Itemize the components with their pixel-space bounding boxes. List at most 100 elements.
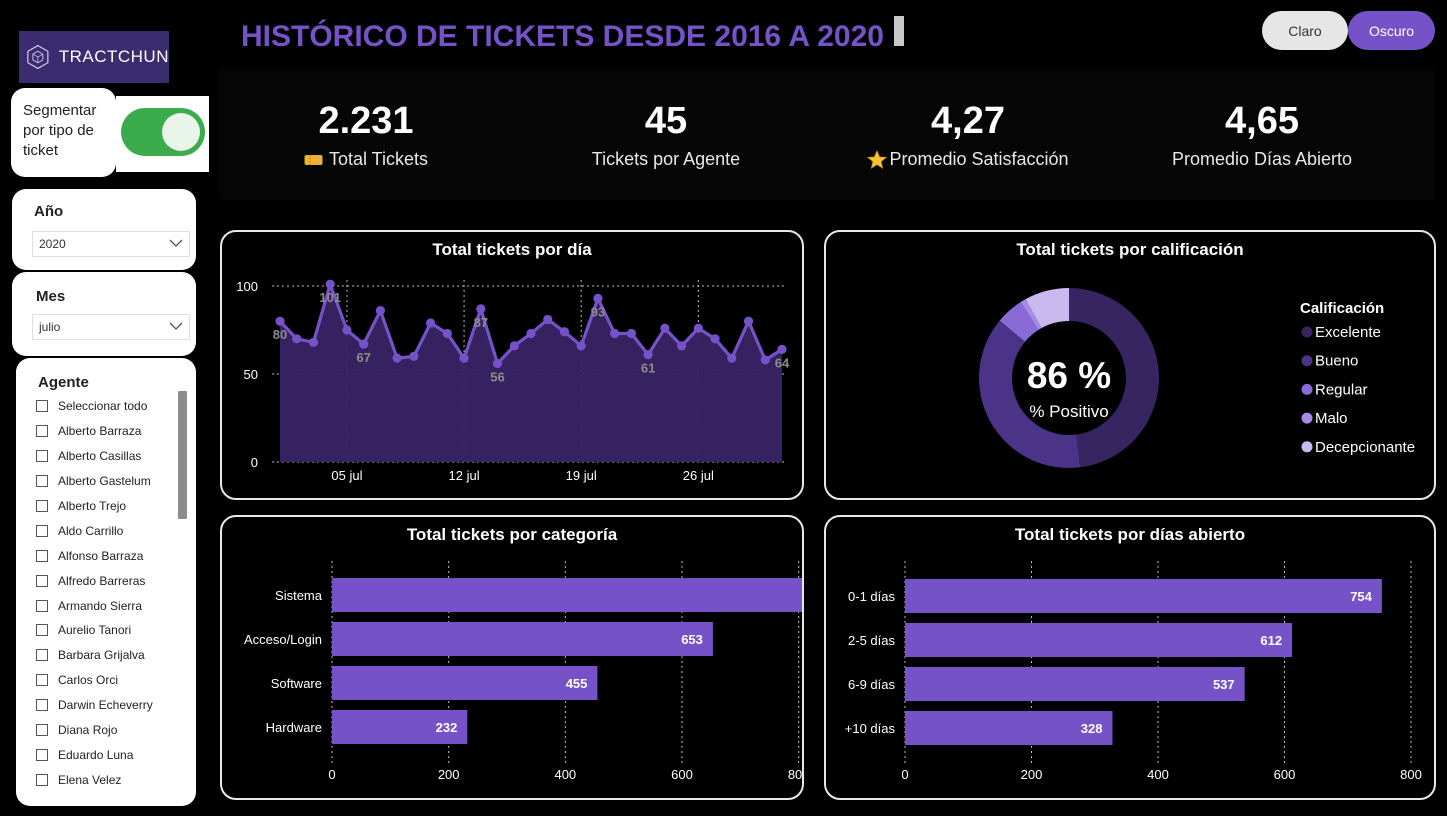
agent-option[interactable]: Aldo Carrillo bbox=[36, 518, 186, 543]
checkbox[interactable] bbox=[36, 699, 48, 712]
agent-option[interactable]: Aurelio Tanori bbox=[36, 618, 186, 643]
data-point bbox=[442, 328, 452, 339]
agent-option[interactable]: Diana Rojo bbox=[36, 718, 186, 743]
bar-value-label: 328 bbox=[1081, 721, 1103, 736]
year-slicer-title: Año bbox=[34, 203, 64, 220]
light-theme-button[interactable]: Claro bbox=[1262, 11, 1348, 50]
donut-slice bbox=[1020, 299, 1042, 330]
data-point bbox=[777, 344, 787, 354]
checkbox[interactable] bbox=[36, 549, 48, 562]
agent-list-scrollbar[interactable] bbox=[178, 391, 187, 519]
checkbox[interactable] bbox=[36, 524, 48, 537]
category-label: Software bbox=[271, 676, 322, 691]
checkbox[interactable] bbox=[36, 649, 48, 662]
agent-option[interactable]: Carlos Orci bbox=[36, 668, 186, 693]
bar bbox=[332, 666, 598, 700]
kpi-value: 45 bbox=[644, 100, 688, 142]
checkbox[interactable] bbox=[36, 425, 48, 438]
bar bbox=[905, 579, 1382, 613]
x-tick-label: 0 bbox=[901, 767, 908, 782]
data-point bbox=[559, 327, 570, 337]
donut-slice bbox=[979, 320, 1081, 468]
data-point bbox=[292, 334, 302, 344]
checkbox[interactable] bbox=[36, 475, 48, 488]
agent-option-label: Aurelio Tanori bbox=[58, 623, 132, 638]
checkbox[interactable] bbox=[36, 400, 48, 413]
agent-option-label: Darwin Echeverry bbox=[58, 698, 153, 713]
data-label: 64 bbox=[775, 355, 790, 370]
checkbox[interactable] bbox=[36, 773, 48, 786]
x-tick-label: 12 jul bbox=[449, 468, 480, 483]
data-point bbox=[727, 353, 737, 363]
rating-donut-chart: 86 % % Positivo Calificación Excelente Bueno… bbox=[979, 288, 1415, 468]
data-point bbox=[626, 328, 636, 339]
category-label: Sistema bbox=[275, 588, 323, 603]
ticket-icon bbox=[304, 154, 323, 165]
agent-option[interactable]: Barbara Grijalva bbox=[36, 643, 186, 668]
agent-option[interactable]: Armando Sierra bbox=[36, 593, 186, 618]
agent-option[interactable]: Elena Velez bbox=[36, 767, 186, 792]
checkbox[interactable] bbox=[36, 574, 48, 587]
kpi-tickets-per-agent: 45 Tickets por Agente bbox=[516, 67, 816, 170]
agent-option-label: Alberto Gastelum bbox=[58, 474, 151, 489]
year-dropdown[interactable]: 2020 bbox=[32, 231, 190, 257]
agent-option[interactable]: Alberto Trejo bbox=[36, 494, 186, 519]
text-cursor bbox=[894, 16, 904, 46]
bar-value-label: 612 bbox=[1260, 633, 1282, 648]
x-tick-label: 400 bbox=[554, 767, 576, 782]
agent-option[interactable]: Alberto Gastelum bbox=[36, 469, 186, 494]
days-open-bar-chart: 0 200 400 600 800 0-1 días 754 2-5 días 612 6-9 d… bbox=[845, 561, 1422, 782]
data-point bbox=[710, 334, 720, 344]
segment-toggle-switch[interactable] bbox=[121, 108, 205, 156]
agent-option[interactable]: Alberto Barraza bbox=[36, 419, 186, 444]
cube-logo-icon bbox=[27, 44, 49, 70]
category-bar-chart: 0200400600800Sistema891Acceso/Login653So… bbox=[244, 561, 802, 782]
data-point bbox=[426, 318, 436, 328]
data-point bbox=[359, 339, 369, 349]
y-tick-label: 0 bbox=[251, 455, 258, 470]
agent-option[interactable]: Alfredo Barreras bbox=[36, 568, 186, 593]
checkbox[interactable] bbox=[36, 674, 48, 687]
checkbox[interactable] bbox=[36, 450, 48, 463]
category-label: Hardware bbox=[266, 720, 322, 735]
data-label: 87 bbox=[474, 315, 488, 330]
agent-option-label: Alberto Trejo bbox=[58, 499, 127, 513]
year-slicer: Año 2020 bbox=[12, 189, 196, 270]
dark-theme-button[interactable]: Oscuro bbox=[1348, 11, 1435, 50]
agent-option-label: Barbara Grijalva bbox=[58, 648, 145, 663]
legend-label: Bueno bbox=[1315, 353, 1358, 370]
bar-value-label: 754 bbox=[1350, 589, 1372, 604]
month-dropdown-value: julio bbox=[39, 320, 61, 334]
checkbox[interactable] bbox=[36, 748, 48, 761]
kpi-avg-satisfaction: 4,27 Promedio Satisfacción bbox=[818, 67, 1118, 170]
agent-option-label: Alberto Casillas bbox=[58, 449, 142, 464]
select-all-option[interactable]: Seleccionar todo bbox=[36, 394, 186, 419]
checkbox[interactable] bbox=[36, 599, 48, 612]
star-icon bbox=[867, 150, 888, 169]
month-dropdown[interactable]: julio bbox=[32, 314, 190, 340]
checkbox[interactable] bbox=[36, 500, 48, 512]
days-open-card: Total tickets por días abierto 0 200 400 60… bbox=[824, 515, 1436, 800]
checkbox[interactable] bbox=[36, 624, 48, 637]
agent-option[interactable]: Eduardo Luna bbox=[36, 742, 186, 767]
kpi-value: 4,27 bbox=[931, 100, 1005, 142]
agent-option[interactable]: Alfonso Barraza bbox=[36, 543, 186, 568]
data-point bbox=[593, 293, 603, 303]
daily-tickets-chart: 0 50 100 05 jul 12 jul 19 jul 26 jul 80 101 67 87 5… bbox=[236, 279, 790, 483]
bar-value-label: 232 bbox=[436, 720, 458, 735]
category-label: Acceso/Login bbox=[244, 632, 322, 647]
data-point bbox=[476, 304, 486, 314]
chart-title: Total tickets por categoría bbox=[406, 525, 618, 544]
agent-option[interactable]: Alberto Casillas bbox=[36, 444, 186, 469]
donut-center-value: 86 % bbox=[1027, 355, 1111, 396]
data-point bbox=[459, 353, 469, 363]
legend-label: Malo bbox=[1315, 410, 1348, 427]
legend-label: Regular bbox=[1315, 381, 1368, 398]
bar bbox=[332, 622, 713, 656]
data-label: 101 bbox=[319, 290, 341, 305]
legend-title: Calificación bbox=[1300, 300, 1384, 317]
checkbox[interactable] bbox=[36, 724, 48, 737]
agent-list: Seleccionar todo Alberto Barraza Alberto C… bbox=[36, 394, 186, 792]
rating-card: Total tickets por calificación 86 % % Pos… bbox=[824, 230, 1436, 500]
agent-option[interactable]: Darwin Echeverry bbox=[36, 693, 186, 718]
